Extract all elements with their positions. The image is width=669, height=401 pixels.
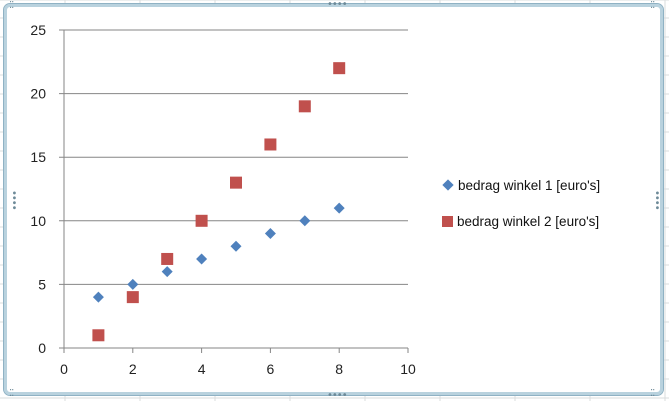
- data-point-series-2[interactable]: [161, 252, 174, 265]
- resize-handle-top-left[interactable]: ⁚⁚: [9, 0, 14, 11]
- y-tick-label: 5: [38, 276, 46, 292]
- legend-item-series-2[interactable]: bedrag winkel 2 [euro's]: [442, 211, 600, 231]
- data-point-series-1[interactable]: [299, 215, 311, 227]
- data-point-series-2[interactable]: [126, 291, 139, 304]
- data-point-series-1[interactable]: [127, 278, 139, 290]
- y-tick-label: 15: [30, 149, 46, 165]
- data-point-series-1[interactable]: [333, 202, 345, 214]
- chart-legend[interactable]: bedrag winkel 1 [euro's] bedrag winkel 2…: [442, 175, 600, 247]
- x-tick-label: 2: [129, 361, 137, 377]
- resize-handle-right[interactable]: ••••: [651, 190, 662, 210]
- data-point-series-2[interactable]: [298, 100, 311, 113]
- resize-handle-top-right[interactable]: ⁚⁚: [650, 0, 655, 11]
- resize-handle-bottom-left[interactable]: ⁚⁚: [9, 388, 14, 399]
- square-marker-icon: [442, 215, 453, 227]
- resize-handle-top[interactable]: ••••: [327, 0, 348, 10]
- data-point-series-2[interactable]: [92, 329, 105, 342]
- data-point-series-2[interactable]: [230, 176, 242, 189]
- y-tick-label: 25: [30, 22, 46, 38]
- x-tick-label: 6: [267, 361, 275, 377]
- data-point-series-1[interactable]: [161, 266, 173, 278]
- y-tick-label: 10: [30, 213, 46, 229]
- y-tick-label: 20: [30, 86, 46, 102]
- data-point-series-1[interactable]: [230, 240, 242, 252]
- data-point-series-2[interactable]: [333, 62, 346, 75]
- y-tick-label: 0: [38, 340, 46, 356]
- resize-handle-bottom-right[interactable]: ⁚⁚: [650, 388, 655, 399]
- data-point-series-1[interactable]: [264, 228, 276, 240]
- x-tick-label: 4: [198, 361, 206, 377]
- x-tick-label: 10: [400, 361, 416, 377]
- data-point-series-1[interactable]: [196, 253, 208, 265]
- x-tick-label: 0: [60, 361, 68, 377]
- legend-label-series-1: bedrag winkel 1 [euro's]: [458, 177, 601, 193]
- x-tick-label: 8: [335, 361, 343, 377]
- data-point-series-1[interactable]: [92, 291, 104, 303]
- resize-handle-left[interactable]: ••••: [8, 190, 19, 210]
- data-point-series-2[interactable]: [264, 138, 277, 151]
- diamond-marker-icon: [442, 179, 454, 191]
- data-point-series-2[interactable]: [195, 214, 208, 227]
- legend-label-series-2: bedrag winkel 2 [euro's]: [457, 213, 600, 229]
- legend-item-series-1[interactable]: bedrag winkel 1 [euro's]: [442, 175, 600, 195]
- resize-handle-bottom[interactable]: ••••: [327, 390, 348, 401]
